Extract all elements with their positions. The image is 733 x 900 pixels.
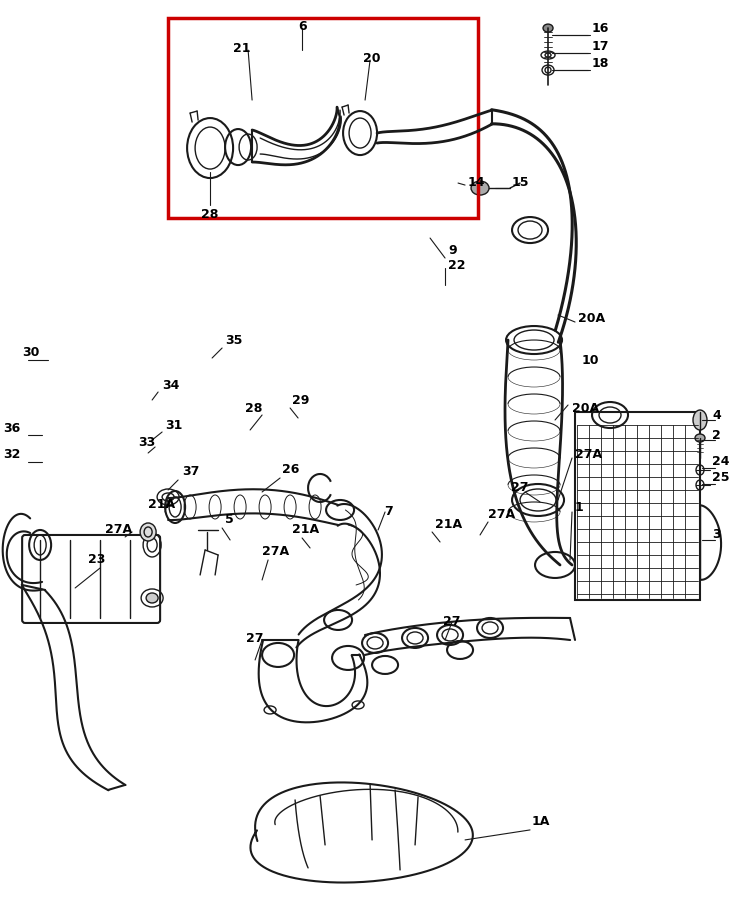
Ellipse shape [693, 410, 707, 430]
Ellipse shape [543, 24, 553, 32]
Text: 33: 33 [138, 436, 155, 448]
Text: 16: 16 [592, 22, 609, 34]
Ellipse shape [140, 523, 156, 541]
Text: 35: 35 [225, 334, 243, 346]
Text: 27: 27 [246, 632, 264, 645]
Text: 1A: 1A [532, 815, 550, 828]
FancyBboxPatch shape [22, 535, 160, 623]
Text: 9: 9 [448, 244, 457, 256]
Text: 24: 24 [712, 455, 729, 469]
Text: 27: 27 [443, 615, 461, 628]
Text: 20A: 20A [578, 311, 605, 325]
Text: 7: 7 [383, 505, 392, 518]
Text: 36: 36 [3, 421, 20, 435]
Text: 25: 25 [712, 472, 729, 484]
Text: 22: 22 [448, 258, 465, 272]
Ellipse shape [146, 593, 158, 603]
Text: 23: 23 [88, 554, 106, 566]
Text: 28: 28 [245, 401, 262, 415]
Text: 15: 15 [512, 176, 529, 189]
Text: 21: 21 [233, 42, 251, 55]
Text: 29: 29 [292, 393, 309, 407]
Ellipse shape [471, 181, 489, 195]
Text: 10: 10 [582, 354, 600, 366]
Text: 18: 18 [592, 57, 609, 69]
Text: 31: 31 [165, 418, 183, 431]
Text: 5: 5 [225, 514, 234, 526]
Text: 17: 17 [592, 40, 610, 52]
Text: 4: 4 [712, 409, 721, 421]
Text: 21A: 21A [292, 524, 319, 536]
Text: 2: 2 [712, 428, 721, 442]
Text: 27: 27 [511, 482, 528, 494]
Text: 27A: 27A [105, 524, 132, 536]
Text: 3: 3 [712, 528, 721, 542]
Text: 30: 30 [22, 346, 40, 358]
Text: 6: 6 [298, 20, 306, 33]
Text: 21A: 21A [148, 499, 175, 511]
Text: 27A: 27A [575, 448, 602, 462]
Bar [575, 412, 700, 600]
Text: 26: 26 [282, 464, 300, 476]
Text: 34: 34 [162, 379, 180, 392]
Text: 1: 1 [575, 501, 583, 515]
Text: 28: 28 [202, 208, 218, 221]
Text: 14: 14 [468, 176, 485, 189]
Text: 32: 32 [3, 448, 20, 462]
Bar [168, 18, 478, 218]
Text: 20A: 20A [572, 401, 599, 415]
Text: 27A: 27A [488, 508, 515, 521]
Ellipse shape [695, 434, 705, 442]
Text: 37: 37 [182, 465, 199, 479]
Text: 27A: 27A [262, 545, 290, 559]
Text: 20: 20 [364, 52, 381, 65]
Text: 21A: 21A [435, 518, 463, 532]
